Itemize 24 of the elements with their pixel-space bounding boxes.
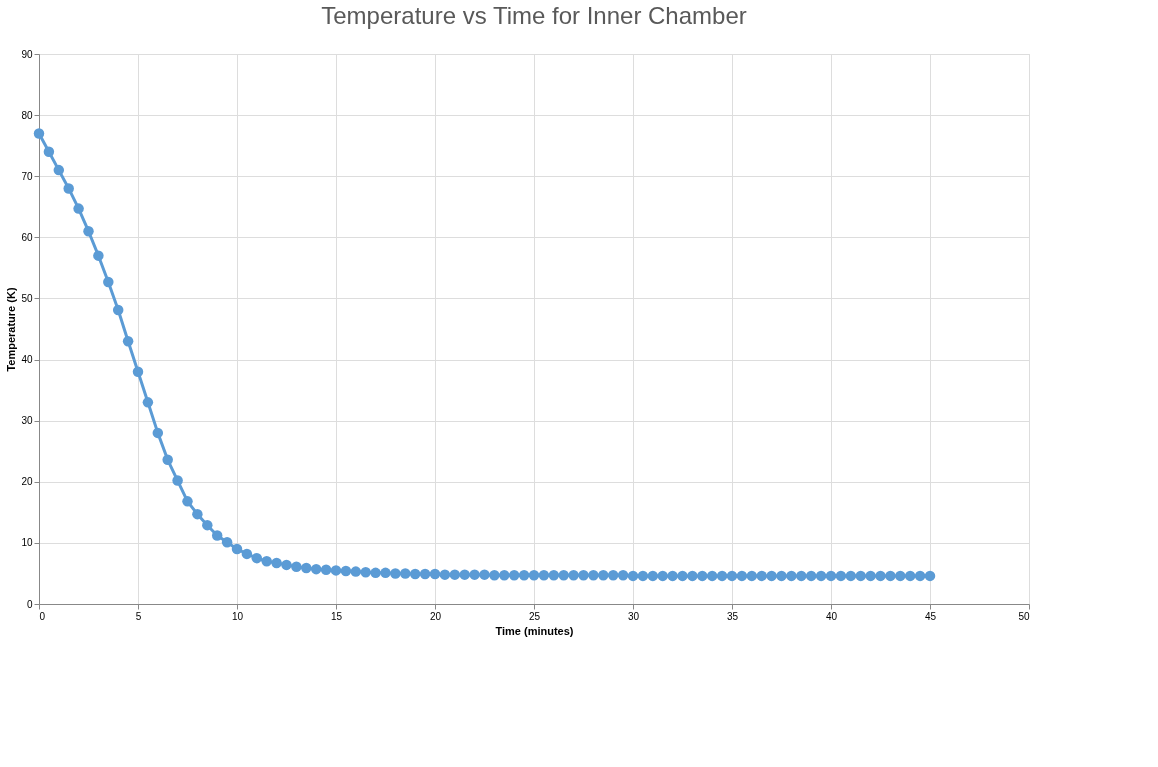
- x-tick-label: 15: [330, 610, 343, 622]
- y-tick-label: 0: [26, 598, 33, 610]
- x-tick-label: 25: [528, 610, 541, 622]
- y-tick-label: 40: [21, 354, 33, 366]
- chart-title: Temperature vs Time for Inner Chamber: [321, 2, 747, 29]
- x-tick-label: 20: [429, 610, 442, 622]
- y-tick-label: 70: [21, 170, 33, 182]
- x-tick-label: 30: [627, 610, 640, 622]
- y-tick-label: 90: [21, 48, 33, 60]
- y-tick-label: 80: [21, 109, 33, 121]
- y-tick-label: 30: [21, 415, 33, 427]
- x-tick-label: 40: [825, 610, 838, 622]
- x-tick-label: 5: [135, 610, 142, 622]
- y-tick-label: 10: [21, 537, 33, 549]
- y-tick-label: 50: [21, 292, 33, 304]
- x-tick-label: 10: [231, 610, 244, 622]
- x-tick-label: 50: [1018, 610, 1030, 622]
- y-tick-label: 20: [21, 476, 33, 488]
- x-tick-label: 45: [924, 610, 937, 622]
- x-tick-label: 0: [39, 610, 46, 622]
- x-axis-title: Time (minutes): [495, 624, 574, 637]
- y-axis-title: Temperature (K): [5, 287, 18, 372]
- y-tick-label: 60: [21, 231, 33, 243]
- x-tick-label: 35: [726, 610, 739, 622]
